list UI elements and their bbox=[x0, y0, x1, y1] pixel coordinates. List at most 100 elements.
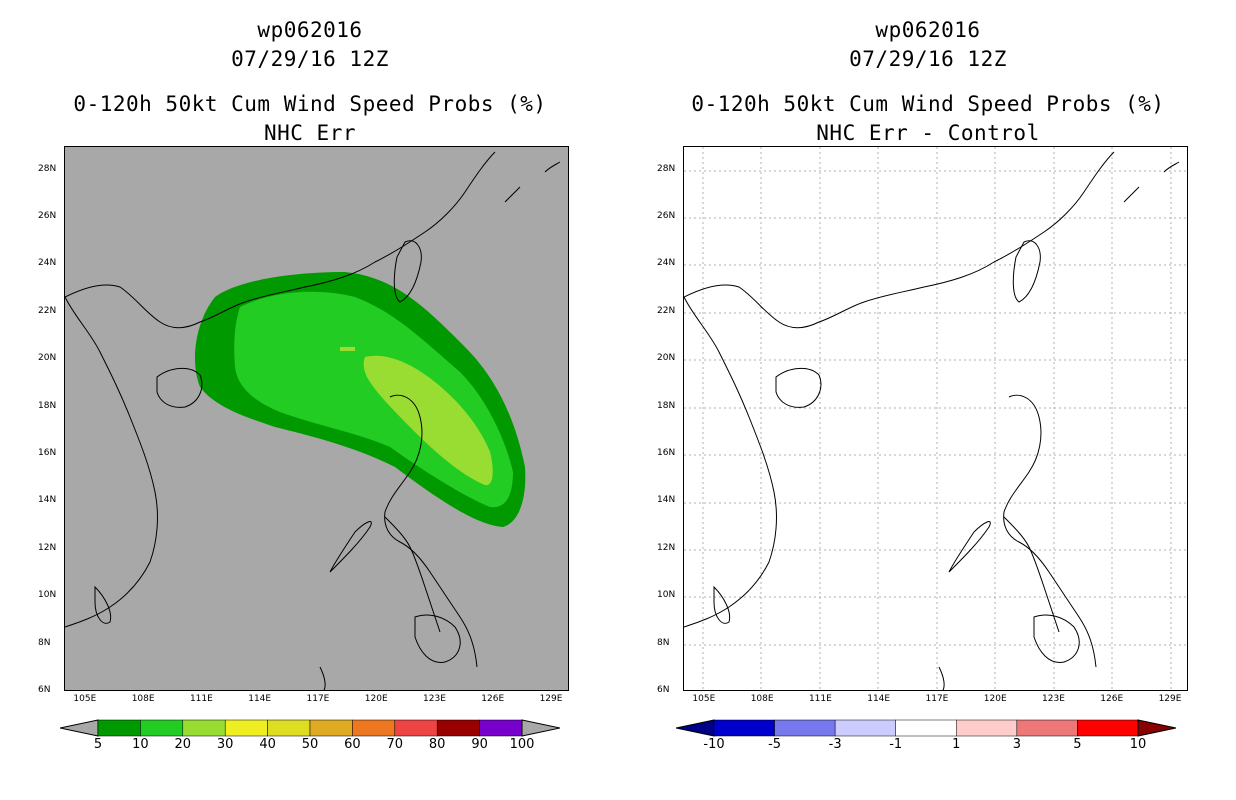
right-lat-tick-26n: 26N bbox=[657, 211, 676, 222]
right-colorbar-label: 1 bbox=[952, 737, 961, 752]
right-colorbar-segment bbox=[713, 719, 775, 737]
left-lat-tick-20n: 20N bbox=[38, 353, 57, 364]
right-datetime: 07/29/16 12Z bbox=[849, 47, 1007, 71]
left-colorbar-segment bbox=[394, 719, 438, 737]
left-datetime: 07/29/16 12Z bbox=[231, 47, 389, 71]
right-colorbar-label: -3 bbox=[828, 737, 842, 752]
left-colorbar-label: 40 bbox=[259, 737, 276, 752]
right-lon-tick-120e: 120E bbox=[983, 694, 1007, 704]
left-colorbar-label: 70 bbox=[386, 737, 404, 752]
left-lon-tick-120e: 120E bbox=[364, 694, 388, 704]
right-product-title: 0-120h 50kt Cum Wind Speed Probs (%) bbox=[691, 92, 1165, 116]
right-gridlines bbox=[684, 147, 1187, 690]
right-lon-tick-108e: 108E bbox=[750, 694, 774, 704]
right-colorbar-label: 10 bbox=[1129, 737, 1147, 752]
left-lat-tick-18n: 18N bbox=[38, 400, 57, 411]
left-lat-tick-8n: 8N bbox=[38, 637, 51, 648]
right-lat-tick-8n: 8N bbox=[657, 637, 670, 648]
left-lon-tick-129e: 129E bbox=[539, 694, 563, 704]
left-lat-tick-12n: 12N bbox=[38, 542, 57, 553]
right-lat-tick-10n: 10N bbox=[657, 590, 676, 601]
right-lat-tick-18n: 18N bbox=[657, 400, 676, 411]
left-probability-map bbox=[64, 146, 569, 691]
right-colorbar-label: -1 bbox=[889, 737, 903, 752]
left-colorbar-label: 80 bbox=[428, 737, 446, 752]
left-colorbar-under-triangle bbox=[60, 719, 99, 737]
right-lat-tick-28n: 28N bbox=[657, 163, 676, 174]
right-colorbar-label: 5 bbox=[1073, 737, 1082, 752]
left-lat-tick-14n: 14N bbox=[38, 495, 57, 506]
right-colorbar bbox=[676, 719, 1176, 737]
right-colorbar-label: 3 bbox=[1012, 737, 1021, 752]
right-colorbar-under-triangle bbox=[676, 719, 715, 737]
left-coastlines bbox=[65, 151, 561, 690]
prob-contour-20-spot bbox=[340, 347, 355, 351]
left-colorbar bbox=[60, 719, 560, 737]
left-lat-tick-16n: 16N bbox=[38, 448, 57, 459]
left-lat-tick-26n: 26N bbox=[38, 211, 57, 222]
left-lon-tick-117e: 117E bbox=[306, 694, 330, 704]
right-lat-tick-14n: 14N bbox=[657, 495, 676, 506]
left-colorbar-label: 60 bbox=[344, 737, 361, 752]
right-colorbar-segment bbox=[895, 719, 957, 737]
right-lon-tick-111e: 111E bbox=[808, 694, 832, 704]
left-subtitle: NHC Err bbox=[263, 121, 356, 145]
left-map-canvas bbox=[65, 151, 561, 690]
left-colorbar-segment bbox=[140, 719, 184, 737]
left-lat-tick-24n: 24N bbox=[38, 258, 57, 269]
prob-contour-20 bbox=[363, 355, 493, 486]
right-lon-tick-117e: 117E bbox=[925, 694, 949, 704]
left-colorbar-segment bbox=[352, 719, 396, 737]
left-product-title: 0-120h 50kt Cum Wind Speed Probs (%) bbox=[73, 92, 547, 116]
left-lat-tick-22n: 22N bbox=[38, 305, 57, 316]
left-lat-tick-28n: 28N bbox=[38, 163, 57, 174]
left-colorbar-segment bbox=[267, 719, 311, 737]
right-colorbar-over-triangle bbox=[1137, 719, 1176, 737]
left-lon-tick-123e: 123E bbox=[423, 694, 446, 704]
right-lon-tick-105e: 105E bbox=[692, 694, 716, 704]
right-lat-tick-24n: 24N bbox=[657, 258, 676, 269]
right-lon-tick-129e: 129E bbox=[1158, 694, 1182, 704]
right-lon-tick-126e: 126E bbox=[1100, 694, 1124, 704]
right-lon-tick-114e: 114E bbox=[867, 694, 891, 704]
left-colorbar-label: 10 bbox=[132, 737, 149, 752]
left-colorbar-segment bbox=[479, 719, 523, 737]
left-colorbar-segment bbox=[436, 719, 480, 737]
left-lon-tick-114e: 114E bbox=[248, 694, 272, 704]
right-colorbar-segment bbox=[1016, 719, 1078, 737]
left-storm-id: wp062016 bbox=[257, 18, 363, 42]
left-lon-tick-108e: 108E bbox=[131, 694, 155, 704]
left-colorbar-segment bbox=[224, 719, 268, 737]
left-colorbar-segment bbox=[309, 719, 353, 737]
left-lon-tick-105e: 105E bbox=[73, 694, 97, 704]
left-lon-tick-126e: 126E bbox=[481, 694, 505, 704]
left-colorbar-label: 100 bbox=[509, 737, 535, 752]
left-colorbar-label: 90 bbox=[471, 737, 488, 752]
right-difference-map bbox=[683, 146, 1188, 691]
right-colorbar-label: -5 bbox=[768, 737, 782, 752]
right-colorbar-segment bbox=[774, 719, 836, 737]
left-lat-tick-10n: 10N bbox=[38, 590, 57, 601]
right-colorbar-segment bbox=[956, 719, 1018, 737]
right-map-canvas bbox=[684, 147, 1187, 690]
right-colorbar-segment bbox=[834, 719, 896, 737]
right-coastlines bbox=[684, 151, 1180, 690]
right-lat-tick-20n: 20N bbox=[657, 353, 676, 364]
right-lat-tick-22n: 22N bbox=[657, 305, 676, 316]
left-colorbar-label: 20 bbox=[174, 737, 192, 752]
left-colorbar-segment bbox=[97, 719, 141, 737]
right-lat-tick-16n: 16N bbox=[657, 448, 676, 459]
left-colorbar-label: 50 bbox=[301, 737, 319, 752]
right-storm-id: wp062016 bbox=[875, 18, 981, 42]
right-subtitle: NHC Err - Control bbox=[816, 121, 1040, 145]
left-colorbar-segment bbox=[182, 719, 226, 737]
left-lat-tick-6n: 6N bbox=[38, 685, 51, 695]
right-lat-tick-6n: 6N bbox=[657, 685, 670, 695]
right-colorbar-segment bbox=[1077, 719, 1139, 737]
left-colorbar-label: 30 bbox=[216, 737, 234, 752]
left-colorbar-over-triangle bbox=[521, 719, 560, 737]
right-lon-tick-123e: 123E bbox=[1042, 694, 1065, 704]
right-colorbar-label: -10 bbox=[703, 737, 725, 752]
right-lat-tick-12n: 12N bbox=[657, 542, 676, 553]
left-colorbar-label: 5 bbox=[93, 737, 103, 752]
